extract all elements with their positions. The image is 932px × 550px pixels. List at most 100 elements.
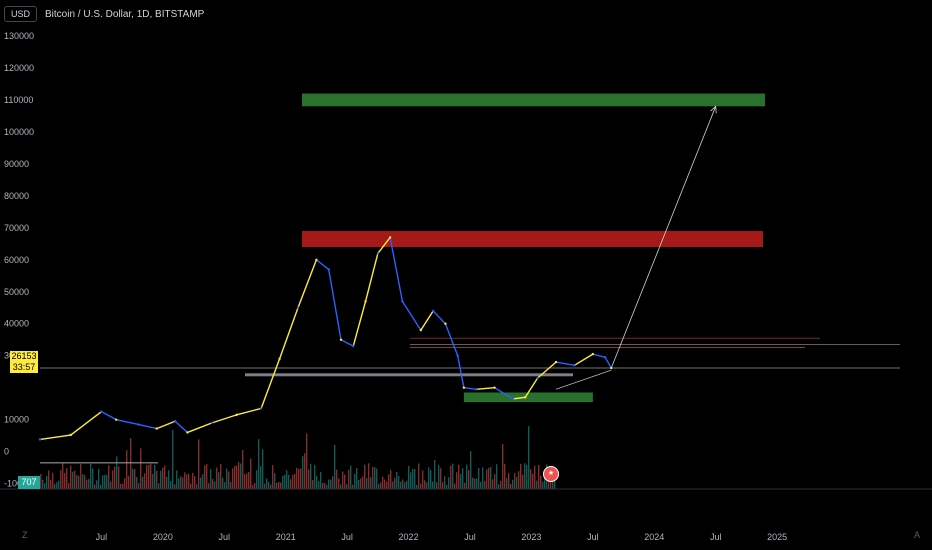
x-tick-label: Jul	[219, 532, 231, 542]
volume-bar	[170, 481, 172, 489]
volume-bar	[102, 475, 104, 489]
volume-bar	[94, 484, 96, 489]
volume-bar	[288, 474, 290, 489]
volume-bar	[538, 465, 540, 489]
price-segment	[297, 259, 318, 309]
volume-bar	[246, 473, 248, 489]
volume-bar	[426, 482, 428, 489]
volume-bar	[490, 466, 492, 489]
volume-bar	[224, 482, 226, 489]
volume-bar	[218, 472, 220, 489]
y-tick-label: 120000	[4, 63, 34, 73]
x-tick-label: Jul	[96, 532, 108, 542]
price-segment	[352, 301, 367, 347]
volume-bar	[238, 462, 240, 489]
volume-bar	[478, 468, 480, 489]
volume-bar	[78, 475, 80, 489]
price-point	[38, 438, 42, 441]
volume-bar	[110, 481, 112, 489]
volume-bar	[374, 467, 376, 489]
auto-scale-button[interactable]: A	[914, 530, 921, 540]
price-series	[38, 236, 613, 441]
volume-bar	[174, 484, 176, 489]
price-segment	[420, 310, 434, 331]
volume-bar	[518, 471, 520, 489]
y-tick-label: 100000	[4, 127, 34, 137]
price-segment	[592, 353, 606, 358]
volume-bar	[388, 474, 390, 489]
volume-bar	[328, 479, 330, 489]
volume-bar	[184, 472, 186, 489]
volume-bar	[230, 481, 232, 489]
volume-bar	[46, 475, 48, 489]
volume-bar	[330, 479, 332, 489]
volume-bar	[394, 477, 396, 489]
price-point	[554, 360, 558, 364]
price-segment	[278, 307, 299, 360]
symbol-title: Bitcoin / U.S. Dollar, 1D, BITSTAMP	[45, 8, 205, 20]
volume-bar	[104, 474, 106, 489]
volume-bar	[376, 468, 378, 489]
volume-bar	[190, 483, 192, 489]
x-tick-label: 2021	[276, 532, 296, 542]
volume-bar	[194, 476, 196, 489]
volume-bar	[336, 469, 338, 489]
volume-bar	[120, 483, 122, 489]
price-segment	[138, 423, 157, 430]
price-point	[235, 413, 238, 417]
price-point	[100, 410, 103, 413]
volume-bar	[314, 465, 316, 489]
us-flag-icon[interactable]: ★	[543, 466, 559, 482]
volume-bar	[284, 474, 286, 489]
volume-bar	[196, 484, 198, 489]
volume-bar	[186, 474, 188, 489]
volume-bar	[286, 470, 288, 489]
price-segment	[340, 339, 354, 347]
volume-bar	[332, 476, 334, 489]
volume-bar	[306, 433, 308, 489]
volume-bars	[40, 425, 556, 489]
volume-bar	[180, 476, 182, 489]
volume-bar	[340, 484, 342, 489]
volume-bar	[272, 464, 274, 489]
lines-layer	[40, 105, 900, 464]
price-point	[296, 306, 300, 309]
volume-bar	[198, 439, 200, 489]
timezone-icon[interactable]: Z	[22, 530, 28, 540]
volume-bar	[448, 477, 450, 489]
volume-bar	[466, 464, 468, 489]
price-segment	[211, 414, 237, 424]
volume-bar	[274, 473, 276, 489]
last-price-badge: 26153 33:57	[10, 351, 38, 373]
price-point	[573, 364, 576, 367]
volume-bar	[216, 467, 218, 489]
price-segment	[174, 420, 188, 433]
volume-bar	[382, 476, 384, 489]
y-axis: 1300001200001100001000009000080000700006…	[4, 31, 34, 489]
volume-bar	[280, 482, 282, 489]
volume-bar	[402, 479, 404, 489]
support-zone	[463, 392, 593, 403]
volume-bar	[268, 481, 270, 489]
volume-bar	[440, 468, 442, 489]
volume-bar	[322, 482, 324, 489]
volume-bar	[290, 479, 292, 489]
volume-bar	[432, 481, 434, 489]
currency-button[interactable]: USD	[4, 6, 38, 22]
volume-bar	[326, 484, 328, 489]
volume-bar	[128, 476, 130, 489]
y-tick-label: 90000	[4, 159, 29, 169]
volume-bar	[360, 478, 362, 489]
volume-bar	[82, 474, 84, 489]
volume-bar	[308, 469, 310, 489]
volume-bar	[172, 430, 174, 489]
price-point	[69, 433, 72, 437]
support-band	[245, 373, 573, 377]
volume-bar	[114, 466, 116, 489]
volume-bar	[48, 470, 50, 489]
volume-bar	[438, 465, 440, 489]
volume-bar	[348, 469, 350, 489]
volume-bar	[256, 470, 258, 489]
volume-bar	[434, 460, 436, 489]
